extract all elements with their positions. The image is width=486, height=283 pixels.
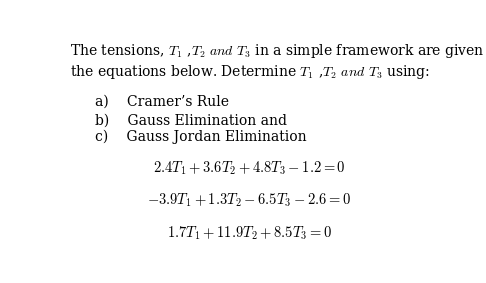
Text: $2.4T_1 + 3.6T_2 + 4.8T_3 - 1.2 = 0$: $2.4T_1 + 3.6T_2 + 4.8T_3 - 1.2 = 0$: [153, 159, 346, 177]
Text: a)  Cramer’s Rule: a) Cramer’s Rule: [95, 95, 228, 109]
Text: $-3.9T_1 + 1.3T_2 - 6.5T_3 - 2.6 = 0$: $-3.9T_1 + 1.3T_2 - 6.5T_3 - 2.6 = 0$: [147, 192, 351, 209]
Text: b)  Gauss Elimination and: b) Gauss Elimination and: [95, 113, 287, 128]
Text: $1.7T_1 + 11.9T_2 + 8.5T_3 = 0$: $1.7T_1 + 11.9T_2 + 8.5T_3 = 0$: [167, 225, 331, 242]
Text: the equations below. Determine $T_1$ ,$T_2$ $\mathit{and}$ $T_3$ using:: the equations below. Determine $T_1$ ,$T…: [70, 63, 430, 82]
Text: The tensions, $T_1$ ,$T_2$ $\mathit{and}$ $T_3$ in a simple framework are given : The tensions, $T_1$ ,$T_2$ $\mathit{and}…: [70, 42, 486, 60]
Text: c)  Gauss Jordan Elimination: c) Gauss Jordan Elimination: [95, 130, 306, 144]
